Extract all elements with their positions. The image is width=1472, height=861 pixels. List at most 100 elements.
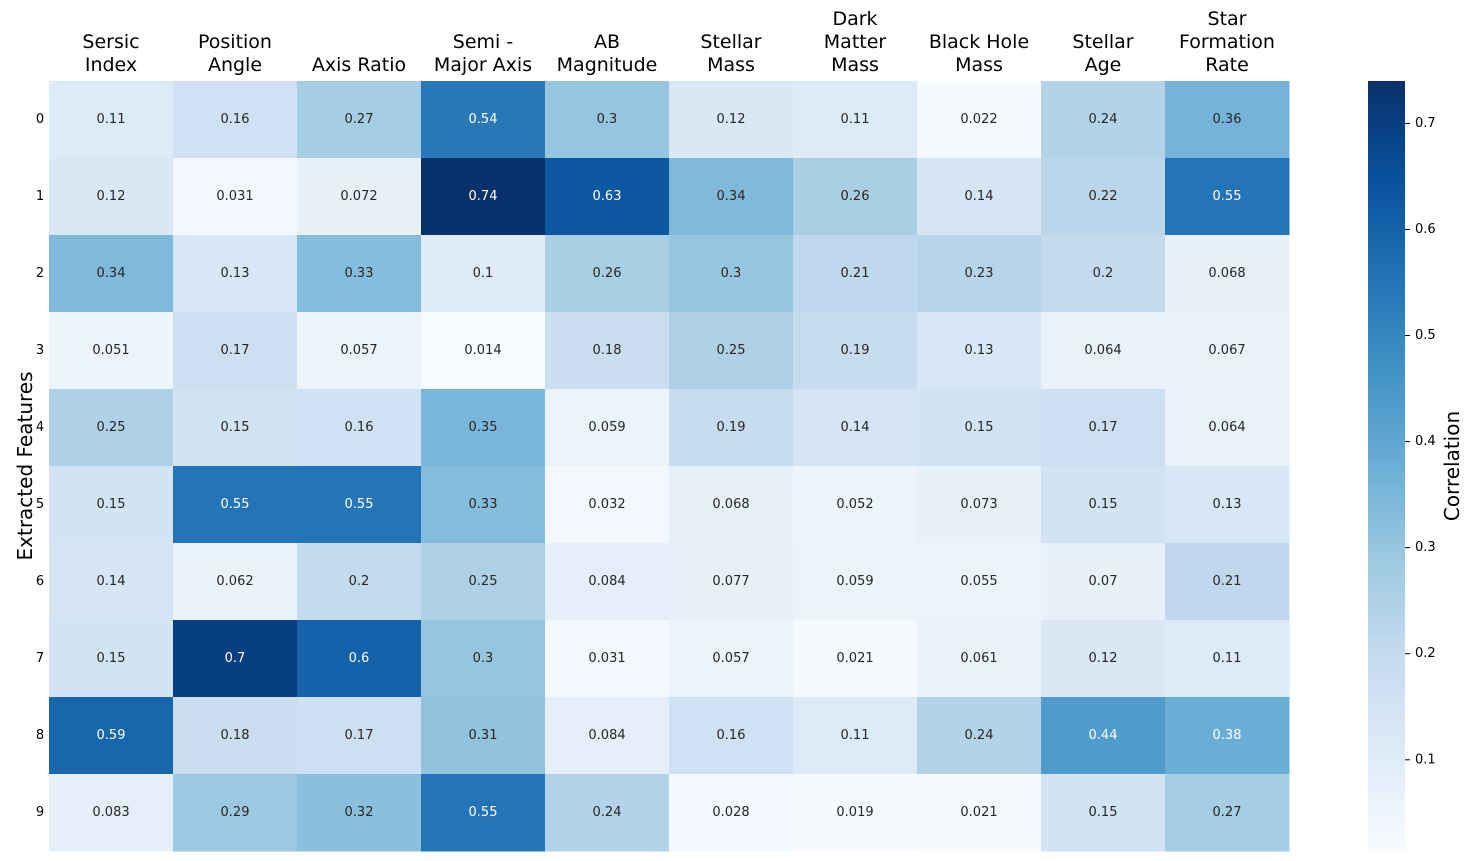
colorbar-title: Correlation xyxy=(1440,411,1464,521)
cell-value-label: 0.15 xyxy=(1089,497,1118,512)
cell-value-label: 0.55 xyxy=(221,497,250,512)
cell-value-label: 0.38 xyxy=(1213,728,1242,743)
heatmap-cell xyxy=(1165,158,1290,236)
cell-value-label: 0.15 xyxy=(965,420,994,435)
cell-value-label: 0.29 xyxy=(221,805,250,820)
cell-value-label: 0.15 xyxy=(221,420,250,435)
cell-value-label: 0.11 xyxy=(841,112,870,127)
heatmap-cell xyxy=(1165,774,1290,852)
colorbar-tick-label: 0.3 xyxy=(1415,540,1436,555)
heatmap-cell xyxy=(545,235,670,313)
heatmap-cell xyxy=(669,620,794,698)
cell-value-label: 0.55 xyxy=(469,805,498,820)
heatmap-cell xyxy=(297,158,422,236)
cell-value-label: 0.057 xyxy=(712,651,749,666)
heatmap-cell xyxy=(669,389,794,467)
heatmap-cell xyxy=(173,158,298,236)
cell-value-label: 0.014 xyxy=(464,343,501,358)
cell-value-label: 0.34 xyxy=(717,189,746,204)
heatmap-cell xyxy=(917,697,1042,775)
cell-value-label: 0.031 xyxy=(216,189,253,204)
column-label: Star xyxy=(1208,8,1247,30)
cell-value-label: 0.055 xyxy=(960,574,997,589)
column-label: Matter xyxy=(824,31,887,53)
heatmap-cell xyxy=(173,389,298,467)
heatmap-cell xyxy=(669,543,794,621)
heatmap-cell xyxy=(297,774,422,852)
heatmap-cell xyxy=(1165,620,1290,698)
column-label: Sersic xyxy=(82,31,139,53)
heatmap-cell xyxy=(545,81,670,159)
heatmap-cell xyxy=(793,235,918,313)
heatmap-cell xyxy=(297,389,422,467)
cell-value-label: 0.3 xyxy=(721,266,742,281)
cell-value-label: 0.14 xyxy=(965,189,994,204)
heatmap-cell xyxy=(545,697,670,775)
cell-value-label: 0.27 xyxy=(1213,805,1242,820)
heatmap-cell xyxy=(421,158,546,236)
cell-value-label: 0.15 xyxy=(1089,805,1118,820)
column-label: AB xyxy=(594,31,620,53)
heatmap-cell xyxy=(421,543,546,621)
heatmap-cell xyxy=(917,466,1042,544)
heatmap-cell xyxy=(173,235,298,313)
heatmap-cell xyxy=(545,312,670,390)
column-label: Age xyxy=(1085,54,1122,76)
heatmap-cell xyxy=(1165,466,1290,544)
cell-value-label: 0.021 xyxy=(960,805,997,820)
cell-value-label: 0.33 xyxy=(469,497,498,512)
cell-value-label: 0.084 xyxy=(588,574,625,589)
cell-value-label: 0.064 xyxy=(1084,343,1121,358)
y-axis-title: Extracted Features xyxy=(13,372,37,561)
heatmap-cell xyxy=(1041,774,1166,852)
heatmap-cell xyxy=(173,312,298,390)
cell-value-label: 0.059 xyxy=(588,420,625,435)
heatmap-cell xyxy=(297,235,422,313)
heatmap-cell xyxy=(545,620,670,698)
heatmap-cell xyxy=(49,620,174,698)
row-label: 0 xyxy=(36,112,44,127)
cell-value-label: 0.16 xyxy=(345,420,374,435)
heatmap-cell xyxy=(917,158,1042,236)
heatmap-cell xyxy=(669,697,794,775)
colorbar-tick-label: 0.7 xyxy=(1415,116,1436,131)
heatmap-cells: 0.11 0.16 0.27 0.54 0.3 0.12 0.11 0.022 0.24 0.36… xyxy=(49,81,1290,852)
heatmap-cell xyxy=(1041,158,1166,236)
heatmap-cell xyxy=(297,466,422,544)
cell-value-label: 0.36 xyxy=(1213,112,1242,127)
cell-value-label: 0.12 xyxy=(97,189,126,204)
heatmap-cell xyxy=(1165,389,1290,467)
cell-value-label: 0.11 xyxy=(1213,651,1242,666)
heatmap-cell xyxy=(793,81,918,159)
heatmap-cell xyxy=(49,312,174,390)
cell-value-label: 0.3 xyxy=(473,651,494,666)
cell-value-label: 0.028 xyxy=(712,805,749,820)
cell-value-label: 0.32 xyxy=(345,805,374,820)
cell-value-label: 0.21 xyxy=(1213,574,1242,589)
cell-value-label: 0.55 xyxy=(1213,189,1242,204)
colorbar-tick-label: 0.1 xyxy=(1415,752,1436,767)
cell-value-label: 0.16 xyxy=(221,112,250,127)
heatmap-cell xyxy=(917,312,1042,390)
column-label: Angle xyxy=(208,54,262,76)
heatmap-cell xyxy=(49,466,174,544)
cell-value-label: 0.24 xyxy=(965,728,994,743)
colorbar-tick-label: 0.5 xyxy=(1415,328,1436,343)
heatmap-cell xyxy=(49,774,174,852)
heatmap-cell xyxy=(421,81,546,159)
column-label: Position xyxy=(198,31,272,53)
cell-value-label: 0.068 xyxy=(712,497,749,512)
heatmap-cell xyxy=(669,158,794,236)
cell-value-label: 0.19 xyxy=(717,420,746,435)
cell-value-label: 0.15 xyxy=(97,651,126,666)
heatmap-cell xyxy=(793,466,918,544)
heatmap-cell xyxy=(49,697,174,775)
cell-value-label: 0.3 xyxy=(597,112,618,127)
heatmap-cell xyxy=(669,312,794,390)
heatmap-cell xyxy=(421,697,546,775)
cell-value-label: 0.23 xyxy=(965,266,994,281)
heatmap-cell xyxy=(49,81,174,159)
heatmap-cell xyxy=(173,697,298,775)
colorbar xyxy=(1368,81,1405,851)
